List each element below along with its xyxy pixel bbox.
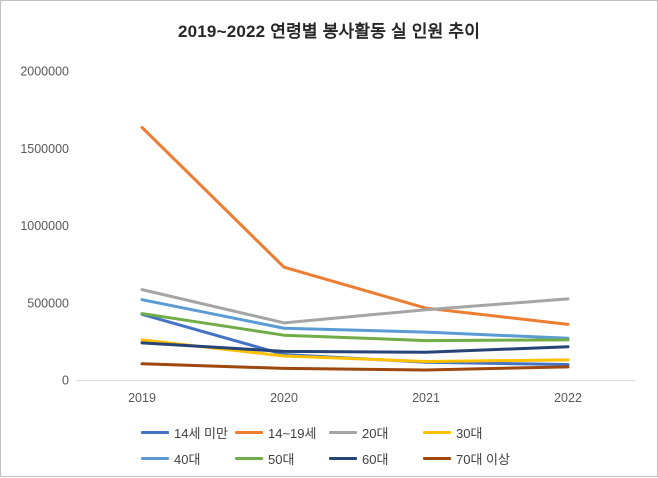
y-tick-label: 500000	[27, 296, 69, 310]
legend-line-swatch	[423, 431, 451, 434]
legend-line-swatch	[329, 457, 357, 460]
x-tick-label: 2022	[554, 391, 582, 405]
x-tick-label: 2019	[128, 391, 156, 405]
legend-item: 60대	[329, 449, 419, 468]
legend-line-swatch	[329, 431, 357, 434]
series-line-4	[140, 298, 570, 340]
series-line-2	[140, 288, 570, 325]
x-tick-label: 2020	[270, 391, 298, 405]
x-tick-label: 2021	[412, 391, 440, 405]
series-line-6	[140, 341, 570, 354]
series-line-7	[140, 362, 570, 372]
legend-item: 30대	[423, 423, 513, 442]
legend-label: 14세 미만	[174, 426, 228, 441]
legend-label: 70대 이상	[456, 452, 510, 467]
y-tick-label: 2000000	[20, 65, 69, 79]
y-tick-label: 0	[62, 374, 69, 388]
legend-label: 50대	[268, 452, 295, 467]
legend-line-swatch	[141, 457, 169, 460]
series-line-5	[140, 312, 570, 343]
legend-item: 14~19세	[235, 423, 325, 442]
legend-item: 14세 미만	[141, 423, 231, 442]
legend-item: 20대	[329, 423, 419, 442]
legend-label: 20대	[362, 426, 389, 441]
legend-item: 50대	[235, 449, 325, 468]
legend-line-swatch	[141, 431, 169, 434]
series-line-1	[140, 125, 570, 326]
legend-label: 60대	[362, 452, 389, 467]
legend-label: 14~19세	[268, 426, 317, 441]
legend-label: 30대	[456, 426, 483, 441]
legend-line-swatch	[235, 457, 263, 460]
chart-title: 2019~2022 연령별 봉사활동 실 인원 추이	[177, 22, 481, 41]
legend-item: 70대 이상	[423, 449, 513, 468]
legend-line-swatch	[235, 431, 263, 434]
y-tick-label: 1500000	[20, 142, 69, 156]
legend-line-swatch	[423, 457, 451, 460]
legend-item: 40대	[141, 449, 231, 468]
legend-label: 40대	[174, 452, 201, 467]
chart-legend: 14세 미만 14~19세 20대 30대 40대 50대 60대 70대 이상	[141, 423, 513, 468]
y-tick-label: 1000000	[20, 219, 69, 233]
